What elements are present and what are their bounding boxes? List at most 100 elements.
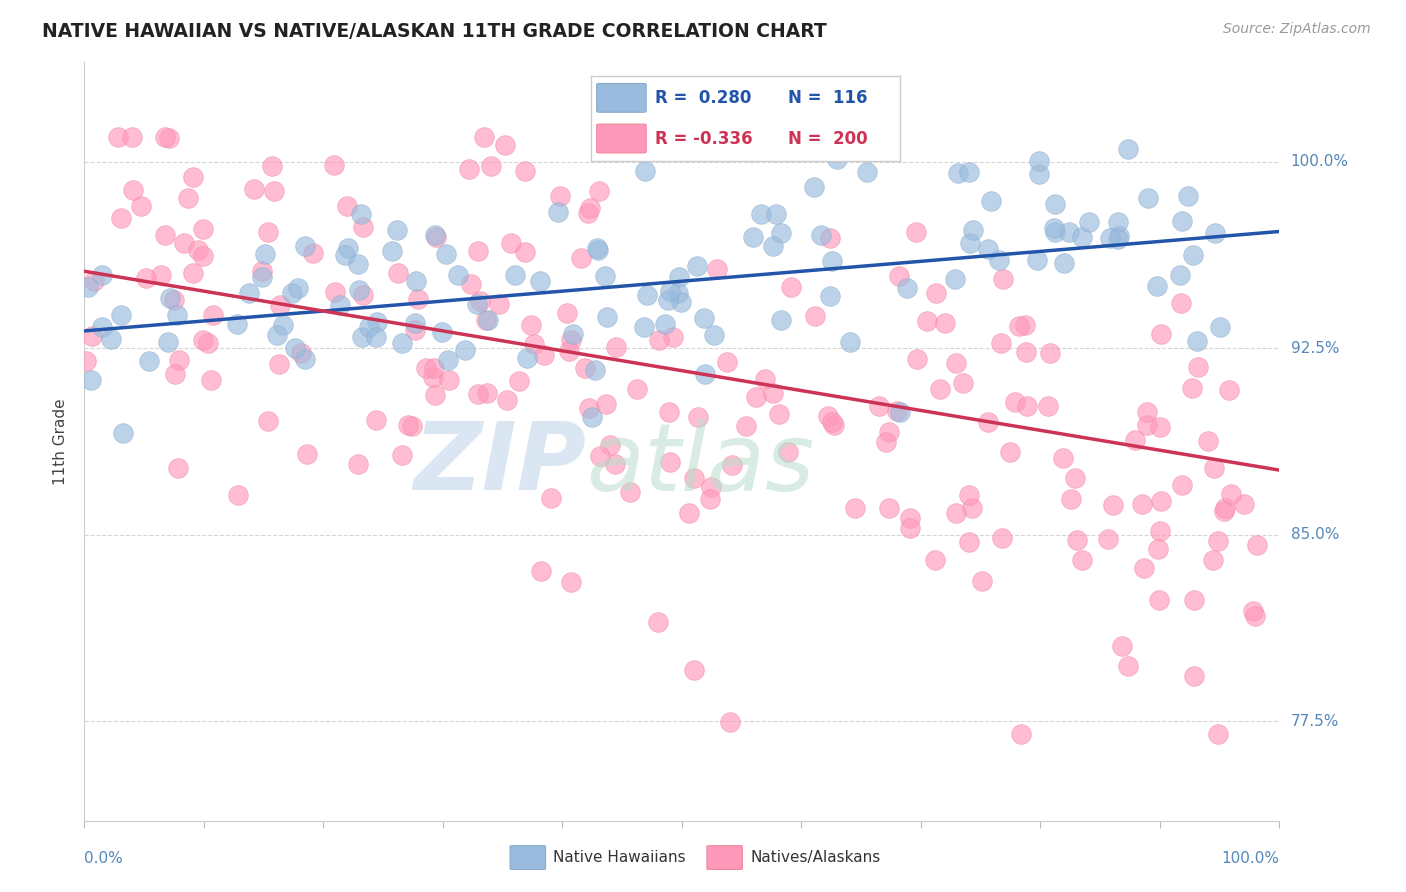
Point [112, 426, 135, 441]
Point [957, 534, 980, 549]
Text: NATIVE HAWAIIAN VS NATIVE/ALASKAN 11TH GRADE CORRELATION CHART: NATIVE HAWAIIAN VS NATIVE/ALASKAN 11TH G… [42, 22, 827, 41]
Point [177, 191, 200, 205]
Point [741, 230, 763, 244]
Point [167, 352, 190, 367]
Point [166, 308, 188, 322]
Point [875, 434, 897, 449]
Point [768, 407, 790, 421]
Point [405, 274, 427, 288]
Point [578, 401, 600, 415]
Point [905, 352, 928, 367]
Point [1132, 496, 1154, 510]
Point [515, 164, 537, 178]
Point [886, 404, 908, 418]
Point [447, 268, 470, 282]
Point [976, 415, 998, 429]
FancyBboxPatch shape [510, 846, 546, 870]
Point [287, 281, 309, 295]
Point [980, 194, 1002, 208]
Point [1010, 726, 1032, 740]
Point [1220, 486, 1243, 500]
Point [352, 220, 374, 235]
Point [761, 385, 783, 400]
Point [269, 298, 291, 312]
Point [121, 130, 143, 145]
Point [990, 531, 1012, 545]
Point [647, 615, 669, 629]
Point [269, 357, 291, 371]
Point [1097, 532, 1119, 546]
Point [589, 449, 612, 463]
Point [432, 325, 454, 339]
Point [364, 330, 387, 344]
Point [1101, 499, 1123, 513]
Point [821, 415, 844, 429]
Point [744, 390, 766, 404]
Point [434, 247, 457, 261]
Point [501, 235, 523, 250]
Point [998, 444, 1021, 458]
Point [352, 288, 374, 302]
Point [686, 259, 709, 273]
Point [585, 242, 607, 256]
Point [396, 417, 419, 432]
Point [599, 438, 621, 452]
Point [250, 264, 273, 278]
Point [1070, 553, 1092, 567]
Point [821, 254, 844, 268]
Point [110, 211, 132, 225]
Point [647, 333, 669, 347]
Point [1146, 279, 1168, 293]
Point [1170, 268, 1192, 282]
Point [1025, 253, 1047, 268]
Point [778, 444, 800, 458]
Point [1111, 640, 1133, 654]
Point [181, 266, 204, 280]
Point [1233, 497, 1256, 511]
Point [693, 367, 716, 381]
Point [560, 574, 582, 589]
Point [1107, 215, 1129, 229]
Point [769, 226, 792, 240]
Point [295, 447, 318, 461]
Text: N =  200: N = 200 [789, 129, 868, 147]
Point [200, 374, 222, 388]
Point [1108, 228, 1130, 243]
Point [668, 270, 690, 285]
Point [1187, 359, 1209, 374]
Y-axis label: 11th Grade: 11th Grade [53, 398, 69, 485]
FancyBboxPatch shape [707, 846, 742, 870]
Point [470, 294, 492, 309]
Point [1004, 395, 1026, 409]
Point [163, 367, 186, 381]
Point [256, 225, 278, 239]
Point [1060, 492, 1083, 507]
Text: 0.0%: 0.0% [84, 851, 124, 866]
Point [1036, 399, 1059, 413]
Point [333, 248, 356, 262]
Point [391, 336, 413, 351]
Point [284, 341, 307, 355]
Point [1136, 191, 1159, 205]
Point [530, 564, 553, 578]
Point [706, 261, 728, 276]
Point [1181, 381, 1204, 395]
Point [193, 333, 215, 347]
Point [387, 266, 409, 280]
Point [366, 315, 388, 329]
Point [593, 268, 616, 283]
Point [818, 289, 841, 303]
Point [1209, 320, 1232, 334]
Point [699, 492, 721, 507]
Point [226, 318, 249, 332]
FancyBboxPatch shape [596, 124, 647, 153]
Point [1043, 197, 1066, 211]
Point [202, 308, 225, 322]
Point [266, 328, 288, 343]
Point [952, 376, 974, 391]
Point [262, 159, 284, 173]
Point [1181, 248, 1204, 262]
Point [804, 309, 827, 323]
Point [540, 491, 562, 505]
Point [595, 397, 617, 411]
